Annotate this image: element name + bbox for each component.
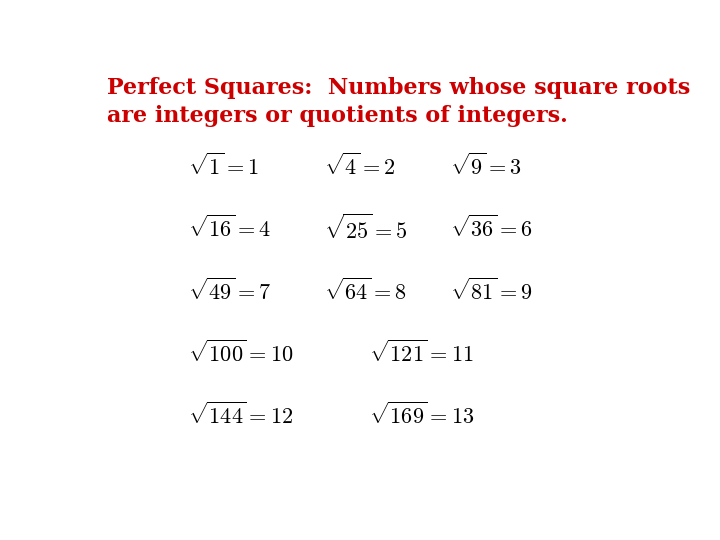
Text: $\sqrt{16} = 4$: $\sqrt{16} = 4$	[188, 216, 271, 242]
Text: $\sqrt{36} = 6$: $\sqrt{36} = 6$	[450, 216, 533, 242]
Text: $\sqrt{9} = 3$: $\sqrt{9} = 3$	[450, 153, 522, 180]
Text: $\sqrt{169} = 13$: $\sqrt{169} = 13$	[369, 403, 474, 429]
Text: Perfect Squares:  Numbers whose square roots
are integers or quotients of intege: Perfect Squares: Numbers whose square ro…	[107, 77, 690, 127]
Text: $\sqrt{121} = 11$: $\sqrt{121} = 11$	[369, 341, 474, 367]
Text: $\sqrt{100} = 10$: $\sqrt{100} = 10$	[188, 341, 293, 367]
Text: $\sqrt{81} = 9$: $\sqrt{81} = 9$	[450, 278, 533, 305]
Text: $\sqrt{25} = 5$: $\sqrt{25} = 5$	[324, 214, 408, 244]
Text: $\sqrt{64} = 8$: $\sqrt{64} = 8$	[324, 278, 408, 305]
Text: $\sqrt{49} = 7$: $\sqrt{49} = 7$	[188, 278, 271, 305]
Text: $\sqrt{1} = 1$: $\sqrt{1} = 1$	[188, 153, 259, 180]
Text: $\sqrt{4} = 2$: $\sqrt{4} = 2$	[324, 153, 396, 180]
Text: $\sqrt{144} = 12$: $\sqrt{144} = 12$	[188, 403, 293, 429]
